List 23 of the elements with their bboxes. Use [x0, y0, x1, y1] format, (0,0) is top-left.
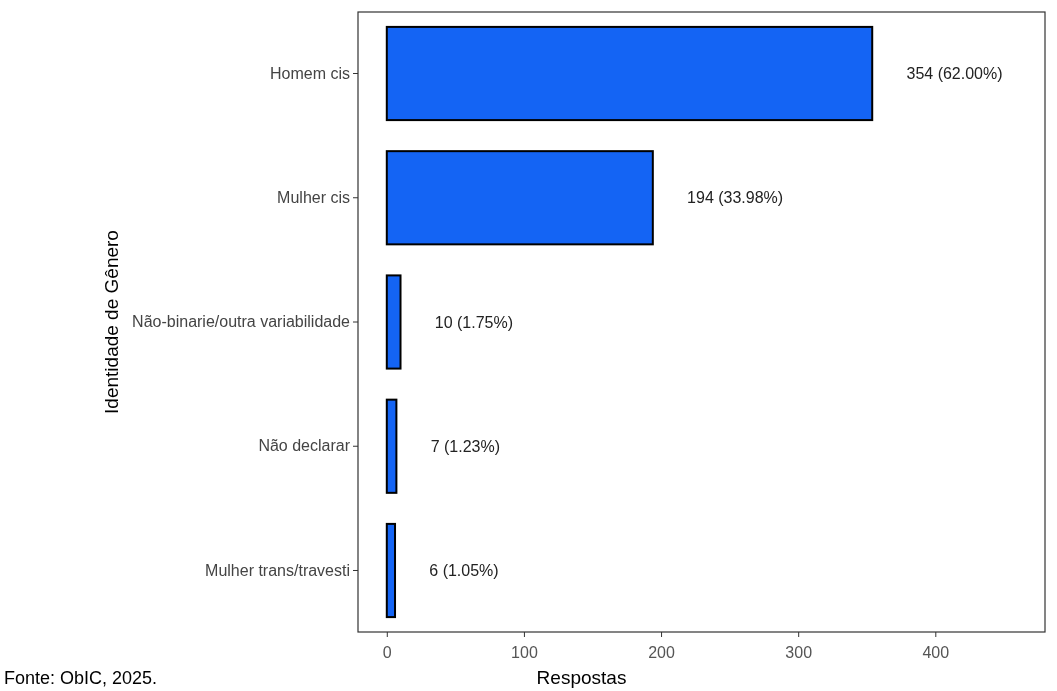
bar	[385, 398, 398, 494]
y-tick-label: Mulher cis	[277, 188, 350, 206]
bar	[385, 522, 397, 619]
y-tick-label: Não declarar	[258, 437, 351, 455]
y-tick-label: Não-binarie/outra variabilidade	[132, 313, 351, 331]
data-label: 354 (62.00%)	[906, 65, 1003, 83]
x-tick-label: 0	[382, 643, 392, 661]
y-tick-label: Homem cis	[269, 64, 350, 82]
y-axis-title: Identidade de Gênero	[101, 230, 123, 414]
source-note: Fonte: ObIC, 2025.	[4, 668, 158, 688]
bar	[385, 274, 402, 370]
data-label: 10 (1.75%)	[434, 313, 514, 331]
data-label: 194 (33.98%)	[687, 189, 784, 207]
data-label: 6 (1.05%)	[429, 562, 499, 580]
bar	[385, 150, 654, 246]
x-tick-label: 400	[922, 643, 950, 661]
bar	[385, 25, 874, 122]
x-tick-label: 100	[511, 643, 538, 661]
x-axis-title: Respostas	[536, 667, 627, 688]
x-tick-label: 300	[785, 643, 813, 661]
y-tick-label: Mulher trans/travesti	[205, 561, 350, 579]
data-label: 7 (1.23%)	[430, 437, 501, 455]
x-tick-label: 200	[648, 643, 675, 661]
